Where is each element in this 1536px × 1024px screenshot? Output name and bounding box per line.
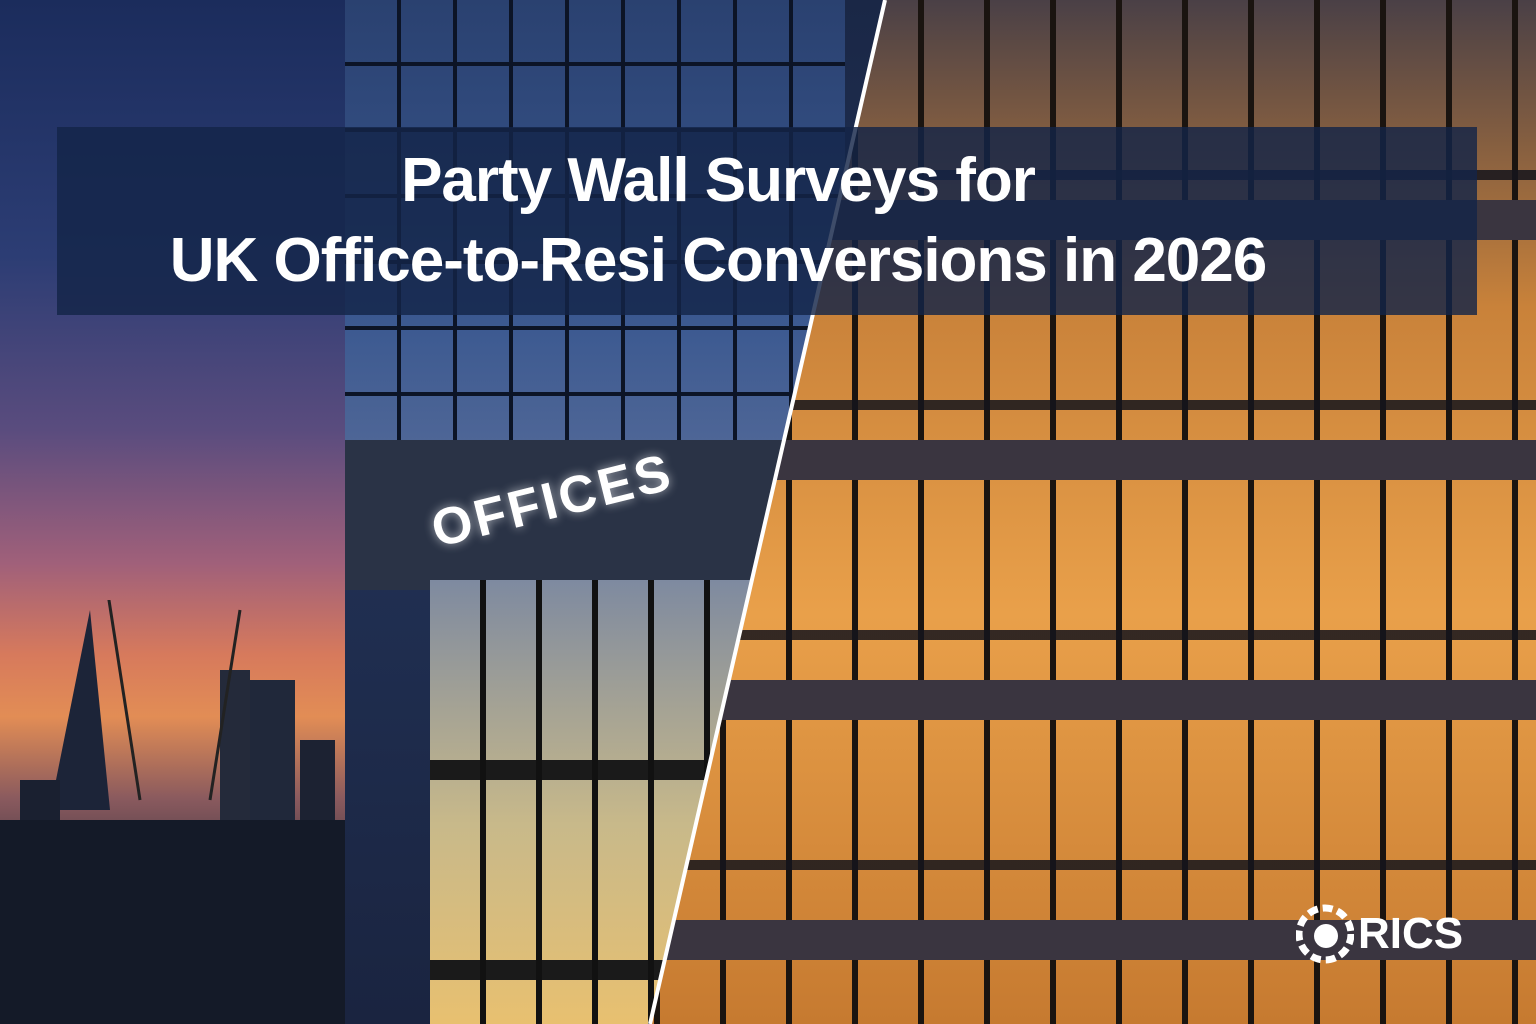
sign-band	[345, 440, 805, 590]
title-line-1: Party Wall Surveys for	[401, 146, 1036, 215]
logo-text: RICS	[1358, 909, 1464, 958]
rics-logo: RICS	[1296, 902, 1463, 966]
lion-icon	[1296, 904, 1354, 964]
title-line-2: UK Office-to-Resi Conversions in 2026	[169, 226, 1268, 295]
title-banner	[57, 127, 1477, 315]
city-skyline	[0, 600, 360, 1024]
